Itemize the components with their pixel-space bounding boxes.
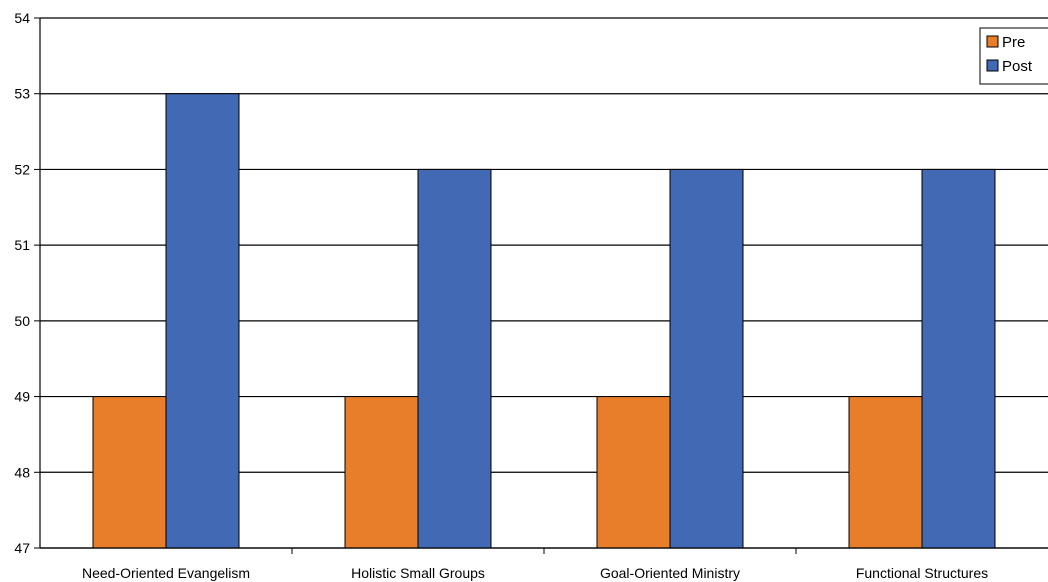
legend: Pre Post xyxy=(979,27,1048,85)
bar-post-2 xyxy=(417,168,492,549)
bars xyxy=(92,93,996,549)
bar-post-1 xyxy=(165,93,240,549)
y-tick-labels: 47 48 49 50 51 52 53 54 xyxy=(14,10,30,556)
legend-label-post: Post xyxy=(1002,58,1033,75)
y-tick-label: 47 xyxy=(14,540,30,556)
y-tick-label: 53 xyxy=(14,86,30,102)
y-tick-label: 52 xyxy=(14,161,30,177)
axes xyxy=(34,17,1048,554)
legend-label-pre: Pre xyxy=(1002,34,1025,51)
y-tick-label: 48 xyxy=(14,464,30,480)
y-tick-label: 51 xyxy=(14,237,30,253)
legend-swatch-pre xyxy=(986,35,999,48)
x-category-label: Goal-Oriented Ministry xyxy=(600,565,740,581)
y-tick-label: 54 xyxy=(14,10,30,26)
x-category-label: Functional Structures xyxy=(856,565,988,581)
bar-post-4 xyxy=(921,168,996,549)
bar-pre-2 xyxy=(344,396,419,549)
y-tick-label: 50 xyxy=(14,313,30,329)
bar-pre-1 xyxy=(92,396,167,549)
bar-pre-4 xyxy=(848,396,923,549)
y-tick-label: 49 xyxy=(14,389,30,405)
bar-pre-3 xyxy=(596,396,671,549)
bar-post-3 xyxy=(669,168,744,549)
legend-swatch-post xyxy=(986,59,999,72)
x-category-labels: Need-Oriented Evangelism Holistic Small G… xyxy=(82,565,988,581)
x-category-label: Need-Oriented Evangelism xyxy=(82,565,250,581)
x-category-label: Holistic Small Groups xyxy=(351,565,485,581)
